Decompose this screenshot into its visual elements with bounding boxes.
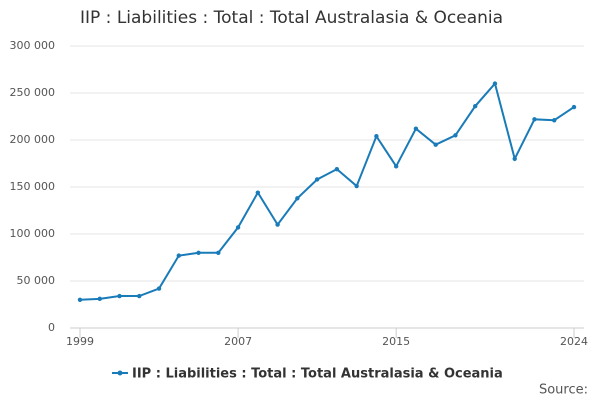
point bbox=[492, 81, 498, 86]
point bbox=[77, 297, 83, 302]
y-tick-label: 100 000 bbox=[10, 227, 56, 240]
source: Source: bbox=[539, 383, 588, 398]
point bbox=[156, 286, 162, 291]
point bbox=[453, 133, 458, 138]
point bbox=[196, 250, 201, 255]
chart-title: IIP : Liabilities : Total : Total Austra… bbox=[80, 8, 503, 28]
point bbox=[117, 293, 122, 299]
point bbox=[295, 196, 300, 201]
point bbox=[354, 183, 359, 189]
y-tick-label: 50 000 bbox=[17, 274, 56, 287]
point bbox=[314, 177, 320, 182]
point bbox=[334, 166, 340, 172]
point bbox=[255, 190, 261, 195]
y-tick-label: 250 000 bbox=[10, 86, 56, 99]
y-tick-label: 0 bbox=[48, 321, 55, 334]
x-tick-label: 2007 bbox=[224, 335, 252, 348]
y-tick-label: 300 000 bbox=[10, 39, 56, 52]
point bbox=[393, 164, 399, 169]
x-tick-label: 2024 bbox=[560, 335, 588, 348]
y-tick-label: 200 000 bbox=[10, 133, 56, 146]
line bbox=[79, 81, 575, 301]
point bbox=[235, 225, 241, 230]
point bbox=[512, 156, 517, 161]
point bbox=[532, 117, 537, 122]
point bbox=[473, 103, 478, 109]
point bbox=[137, 293, 142, 299]
point bbox=[571, 104, 577, 110]
y-tick-label: 150 000 bbox=[10, 180, 56, 193]
point bbox=[374, 134, 379, 139]
point bbox=[216, 250, 221, 255]
point bbox=[413, 126, 419, 131]
legend-label: IIP : Liabilities : Total : Total Austra… bbox=[132, 367, 503, 382]
x-tick-label: 2015 bbox=[382, 335, 410, 348]
point bbox=[176, 253, 181, 258]
point bbox=[433, 142, 438, 147]
point bbox=[552, 118, 557, 123]
legend-marker bbox=[117, 370, 123, 376]
x-tick-label: 1999 bbox=[66, 335, 94, 348]
point bbox=[275, 222, 280, 227]
point bbox=[97, 296, 102, 302]
